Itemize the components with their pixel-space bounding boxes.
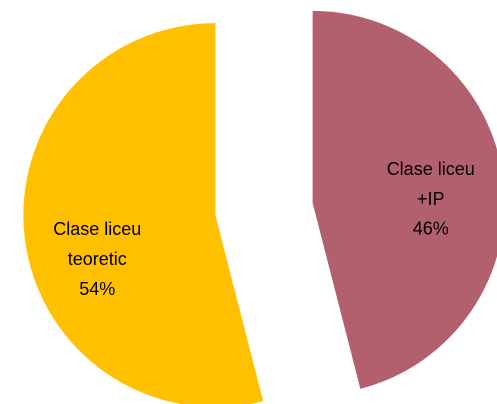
slice-label: Clase liceu +IP — [387, 159, 475, 209]
pie-slice — [312, 10, 497, 389]
label-line: Clase liceu — [387, 159, 475, 179]
label-line: +IP — [417, 189, 445, 209]
slice-value-label: 46% — [413, 219, 449, 239]
slice-label: Clase liceu teoretic — [53, 219, 141, 269]
label-line: Clase liceu — [53, 219, 141, 239]
label-line: teoretic — [68, 249, 127, 269]
pie-slice — [23, 23, 264, 404]
slice-value-label: 54% — [79, 279, 115, 299]
